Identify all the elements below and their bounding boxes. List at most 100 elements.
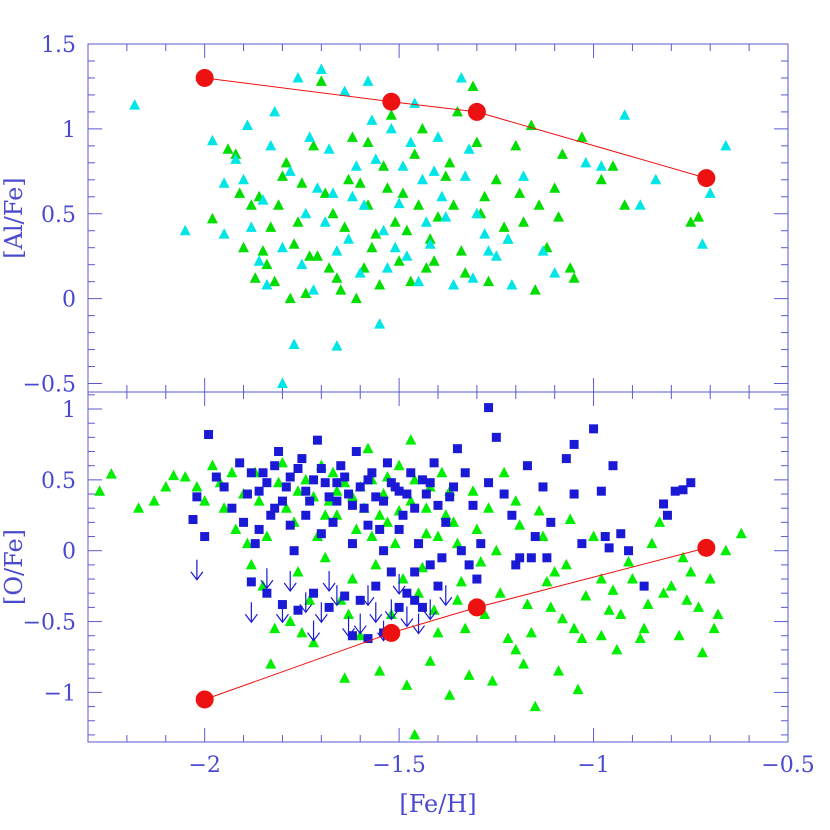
upper-limit-arrow xyxy=(275,602,289,624)
triangle-point xyxy=(253,495,265,506)
triangle-point xyxy=(448,516,460,527)
triangle-point xyxy=(160,480,172,492)
triangle-point xyxy=(549,267,561,278)
triangle-point xyxy=(525,626,537,638)
square-point xyxy=(511,560,521,570)
square-point xyxy=(351,447,361,457)
triangle-point xyxy=(518,658,530,669)
triangle-point xyxy=(475,556,487,567)
triangle-point xyxy=(226,466,238,478)
upper-limit-arrow xyxy=(412,613,426,635)
triangle-point xyxy=(518,216,530,227)
triangle-point xyxy=(269,105,281,117)
square-point xyxy=(379,546,389,556)
triangle-point xyxy=(471,523,483,534)
square-point xyxy=(355,482,365,492)
triangle-point xyxy=(331,485,343,496)
triangle-point xyxy=(576,632,588,644)
upper-limit-arrow xyxy=(353,613,367,635)
triangle-point xyxy=(428,165,440,176)
square-point xyxy=(328,517,338,527)
triangle-point xyxy=(401,250,413,261)
square-point xyxy=(371,492,381,502)
square-point xyxy=(464,560,474,570)
triangle-point xyxy=(498,221,510,232)
triangle-point xyxy=(677,551,689,563)
triangle-point xyxy=(673,629,685,641)
square-point xyxy=(445,492,455,502)
triangle-point xyxy=(276,170,288,181)
triangle-point xyxy=(378,488,390,499)
triangle-point xyxy=(218,502,230,513)
square-point xyxy=(266,510,276,520)
triangle-point xyxy=(502,233,514,244)
square-point xyxy=(324,602,334,612)
square-point xyxy=(347,539,357,549)
y-tick-label: −0.5 xyxy=(23,611,76,636)
square-point xyxy=(433,581,443,591)
triangle-point xyxy=(444,689,456,700)
triangle-point xyxy=(276,377,288,389)
triangle-point xyxy=(378,160,390,171)
y-tick-label: −1 xyxy=(44,681,76,706)
triangle-point xyxy=(580,590,592,601)
triangle-point xyxy=(529,284,541,295)
triangle-point xyxy=(455,245,467,256)
triangle-point xyxy=(280,502,292,513)
triangle-point xyxy=(249,272,261,283)
triangle-point xyxy=(533,199,545,210)
square-point xyxy=(242,489,252,499)
square-point xyxy=(530,532,540,542)
square-point xyxy=(293,464,303,474)
triangle-point xyxy=(611,643,623,655)
triangle-point xyxy=(553,211,565,222)
triangle-point xyxy=(265,221,277,232)
square-point xyxy=(410,503,420,513)
square-point xyxy=(235,458,245,468)
model-point xyxy=(467,598,486,617)
square-point xyxy=(301,486,311,496)
triangle-point xyxy=(681,594,693,605)
triangle-point xyxy=(704,573,716,584)
triangle-point xyxy=(350,292,362,304)
square-point xyxy=(375,524,385,534)
x-axis-label: [Fe/H] xyxy=(399,790,476,818)
triangle-point xyxy=(374,665,386,676)
triangle-point xyxy=(693,601,705,612)
square-point xyxy=(274,447,284,457)
triangle-point xyxy=(521,598,533,610)
triangle-point xyxy=(413,199,425,210)
triangle-point xyxy=(693,211,705,222)
triangle-point xyxy=(665,580,677,591)
triangle-point xyxy=(94,485,106,496)
square-point xyxy=(246,577,256,587)
triangle-point xyxy=(179,224,191,236)
triangle-point xyxy=(319,509,331,520)
triangle-point xyxy=(311,182,323,193)
triangle-point xyxy=(308,284,320,295)
triangle-point xyxy=(397,573,409,584)
square-point xyxy=(441,517,451,527)
triangle-point xyxy=(510,495,522,506)
square-point xyxy=(188,515,198,525)
triangle-point xyxy=(269,622,281,634)
triangle-point xyxy=(619,109,631,120)
square-point xyxy=(312,435,322,445)
triangle-point xyxy=(658,587,670,598)
triangle-point xyxy=(222,143,234,154)
triangle-point xyxy=(409,148,421,159)
triangle-point xyxy=(350,160,362,171)
x-tick-label: −0.5 xyxy=(761,753,814,778)
triangle-point xyxy=(354,629,366,641)
model-point xyxy=(697,538,716,557)
triangle-point xyxy=(685,216,697,227)
square-point xyxy=(379,496,389,506)
square-point xyxy=(285,472,295,482)
square-point xyxy=(561,454,571,464)
triangle-point xyxy=(654,516,666,527)
triangle-point xyxy=(315,63,327,74)
square-point xyxy=(429,458,439,468)
triangle-point xyxy=(471,207,483,219)
triangle-point xyxy=(378,224,390,236)
square-point xyxy=(219,482,229,492)
